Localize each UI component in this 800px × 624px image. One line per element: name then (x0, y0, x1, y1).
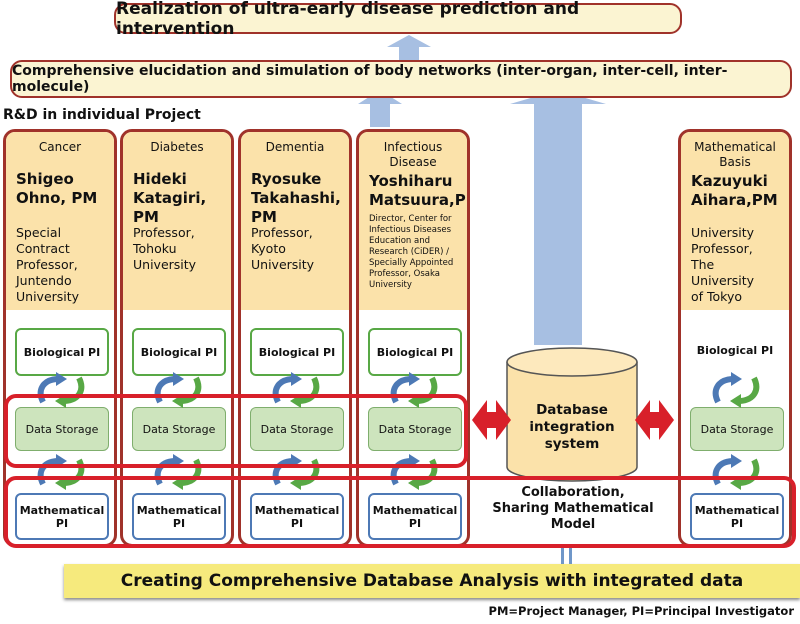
elucidation-banner: Comprehensive elucidation and simulation… (10, 60, 792, 98)
cycle-arrows (154, 372, 202, 408)
biological-pi-box: Biological PI (15, 328, 109, 376)
data-storage-box: Data Storage (132, 407, 226, 451)
data-storage-box: Data Storage (690, 407, 784, 451)
connector-line-left (561, 545, 564, 564)
data-storage-frame (4, 394, 468, 468)
mathematical-pi-box: Mathematical PI (690, 493, 784, 540)
field-name: Infectious Disease (383, 140, 443, 169)
bottom-text: Creating Comprehensive Database Analysis… (120, 571, 744, 591)
mathematical-pi-box: Mathematical PI (250, 493, 344, 540)
up-arrow-to-goal (387, 35, 431, 60)
field-name: Mathematical Basis (694, 140, 776, 169)
pm-name: Ryosuke Takahashi, PM (251, 170, 341, 226)
column-header-bg (123, 132, 231, 310)
pm-affiliation: Professor, Kyoto University (251, 225, 315, 272)
pm-affiliation: Director, Center for Infectious Diseases E… (369, 214, 454, 290)
project-column: Infectious Disease Yoshiharu Matsuura,PM Dir… (356, 129, 470, 547)
biological-pi-box: Biological PI (132, 328, 226, 376)
footnote: PM=Project Manager, PI=Principal Investi… (488, 604, 794, 618)
data-storage-box: Data Storage (250, 407, 344, 451)
field-name: Dementia (265, 140, 325, 154)
mathematical-pi-box: Mathematical PI (132, 493, 226, 540)
field-name: Diabetes (150, 140, 204, 154)
collaboration-frame (4, 476, 796, 548)
biological-pi-box: Biological PI (250, 328, 344, 376)
goal-text: Realization of ultra-early disease predi… (116, 0, 580, 39)
pm-affiliation: Special Contract Professor, Juntendo Univers… (16, 225, 80, 304)
mathematical-pi-box: Mathematical PI (368, 493, 462, 540)
pm-affiliation: Professor, Tohoku University (133, 225, 197, 272)
goal-banner: Realization of ultra-early disease predi… (114, 0, 682, 39)
red-double-arrow-right (635, 400, 674, 440)
data-storage-box: Data Storage (15, 407, 109, 451)
column-header-bg (241, 132, 349, 310)
cycle-arrows (712, 372, 760, 408)
pm-affiliation: University Professor, The University of Toky… (691, 225, 755, 304)
up-arrow-from-database (510, 90, 606, 345)
rd-label: R&D in individual Project (3, 107, 201, 123)
collaboration-label: Collaboration, Sharing Mathematical Mode… (492, 485, 654, 532)
mathematical-pi-box: Mathematical PI (15, 493, 109, 540)
database-label: Database integration system (529, 402, 615, 452)
cycle-arrows (390, 372, 438, 408)
column-header-bg (6, 132, 114, 310)
pm-name: Yoshiharu Matsuura,PM (369, 172, 470, 209)
biological-pi-box: Biological PI (368, 328, 462, 376)
up-arrow-to-elucidation (358, 90, 402, 127)
project-column: Dementia Ryosuke Takahashi, PM Professor, Ky… (238, 129, 352, 547)
field-name: Cancer (38, 140, 82, 154)
pm-name: Hideki Katagiri, PM (133, 170, 207, 226)
project-column: Diabetes Hideki Katagiri, PM Professor, Toho… (120, 129, 234, 547)
elucidation-text: Comprehensive elucidation and simulation… (12, 63, 728, 95)
connector-line-right (569, 545, 572, 564)
pm-name: Kazuyuki Aihara,PM (691, 172, 778, 209)
data-storage-box: Data Storage (368, 407, 462, 451)
column-header-bg (681, 132, 789, 310)
biological-pi-label: Biological PI (696, 343, 774, 357)
project-column: Mathematical Basis Kazuyuki Aihara,PM Univer… (678, 129, 792, 547)
cycle-arrows (712, 454, 760, 490)
pm-name: Shigeo Ohno, PM (16, 170, 98, 207)
project-column: Cancer Shigeo Ohno, PM Special Contract Profe… (3, 129, 117, 547)
column-header-bg (359, 132, 467, 310)
bottom-banner: Creating Comprehensive Database Analysis… (64, 564, 800, 598)
red-double-arrow-left (472, 400, 511, 440)
database-cylinder (506, 347, 638, 482)
